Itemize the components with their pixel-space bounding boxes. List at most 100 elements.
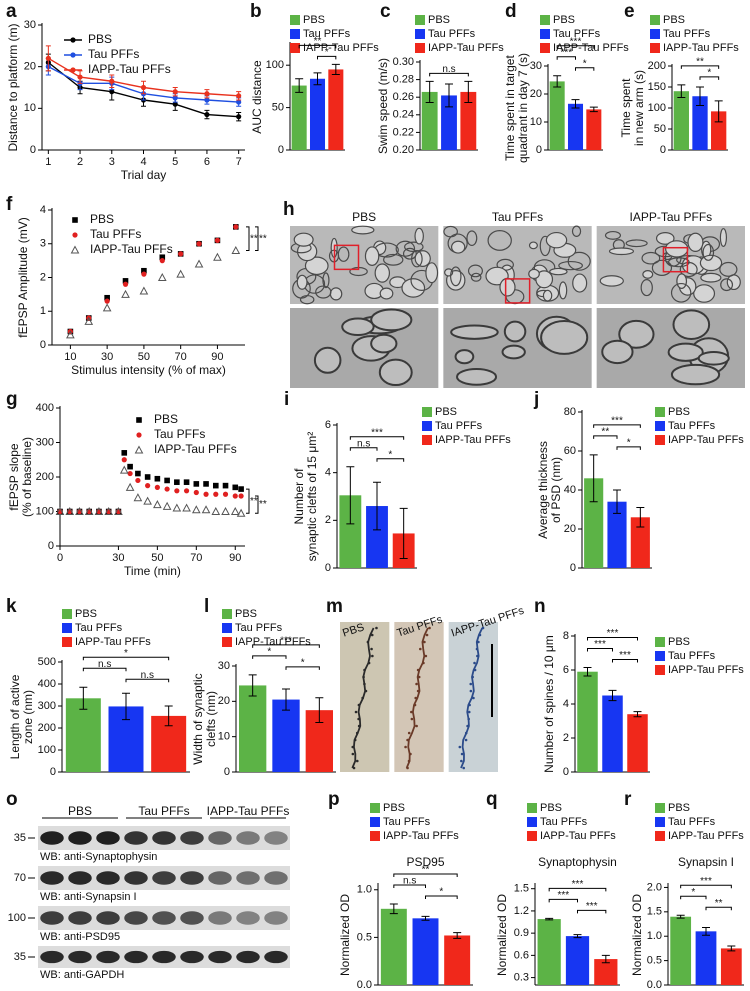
significance-label: *** — [619, 650, 631, 661]
point — [204, 91, 210, 97]
legend-label: PBS — [90, 212, 114, 226]
legend-swatch — [222, 637, 232, 647]
point — [222, 491, 229, 497]
significance-label: n.s — [403, 876, 416, 887]
point — [232, 493, 238, 499]
group-label: Tau PFFs — [138, 804, 189, 818]
error-bar — [373, 481, 381, 531]
panel-letter: o — [6, 789, 18, 810]
vesicle — [401, 278, 426, 298]
legend-label: PBS — [553, 14, 575, 26]
y-axis-label: (% of baseline) — [20, 437, 34, 517]
panel-letter: m — [326, 596, 343, 617]
legend-label: PBS — [235, 608, 257, 620]
significance-label: * — [691, 887, 695, 898]
x-axis-label: Stimulus intensity (% of max) — [71, 363, 226, 377]
error-bar — [389, 903, 398, 915]
significance-bracket — [82, 667, 127, 672]
legend-swatch — [527, 831, 537, 841]
legend-swatch — [290, 29, 300, 39]
legend-label: PBS — [668, 802, 690, 814]
y-axis-label: Normalized OD — [630, 894, 644, 976]
vesicle — [676, 273, 688, 289]
y-tick-label: 1 — [40, 305, 46, 317]
significance-bracket — [593, 435, 618, 439]
vesicle — [641, 251, 661, 265]
y-tick-label: 0.28 — [393, 74, 414, 86]
point — [214, 237, 221, 243]
significance-bracket — [255, 226, 259, 251]
band — [180, 871, 204, 885]
point — [221, 506, 230, 515]
y-tick-label: 0.5 — [357, 931, 372, 943]
point — [236, 114, 242, 120]
error-bar — [464, 80, 473, 103]
point — [164, 477, 170, 484]
significance-label: * — [388, 449, 392, 460]
error-bar — [421, 915, 430, 921]
vesicle — [665, 240, 689, 258]
vesicle — [545, 231, 568, 249]
point — [75, 506, 84, 515]
bar — [711, 111, 727, 150]
significance-bracket — [298, 44, 337, 49]
legend-label: IAPP-Tau PFFs — [540, 830, 616, 842]
vesicle — [549, 267, 568, 276]
y-tick-label: 6 — [325, 419, 331, 431]
point — [84, 506, 94, 515]
error-bar — [601, 954, 610, 964]
vesicle — [642, 269, 654, 279]
x-tick-label: 5 — [172, 156, 178, 168]
legend-swatch — [62, 637, 72, 647]
y-axis-label: in new arm (s) — [632, 70, 646, 146]
spine — [424, 654, 428, 658]
legend-marker — [134, 445, 144, 454]
point — [143, 496, 152, 505]
band — [68, 950, 92, 964]
legend-swatch — [527, 803, 537, 813]
legend-label: IAPP-Tau PFFs — [88, 62, 171, 76]
bar — [239, 685, 267, 772]
legend-label: PBS — [75, 608, 97, 620]
vesicle — [383, 253, 404, 266]
legend-marker — [136, 417, 142, 423]
y-tick-label: 0 — [30, 144, 36, 156]
y-axis-label: synaptic clefts of 15 μm² — [305, 432, 319, 562]
y-axis-label: Length of active — [8, 674, 22, 759]
point — [141, 267, 147, 274]
y-tick-label: 6 — [563, 664, 569, 676]
size-marker: 35 — [14, 951, 26, 963]
significance-bracket — [246, 226, 250, 251]
band — [68, 911, 92, 925]
y-tick-label: 0.3 — [514, 971, 529, 983]
vesicle — [535, 270, 554, 289]
significance-bracket — [429, 72, 469, 77]
spine — [464, 738, 468, 742]
significance-label: ** — [259, 233, 267, 244]
x-axis-label: Trial day — [121, 168, 167, 182]
panel-letter: h — [283, 199, 295, 220]
dendrite-image — [394, 622, 444, 772]
point — [178, 251, 184, 257]
vesicle — [451, 240, 466, 254]
point — [104, 298, 110, 304]
vesicle — [315, 285, 332, 299]
point — [159, 254, 166, 261]
vesicle — [699, 254, 723, 272]
point — [135, 477, 141, 484]
vesicle — [450, 266, 462, 287]
legend-swatch — [370, 817, 380, 827]
panel-letter: j — [533, 389, 539, 410]
significance-bracket — [425, 895, 458, 900]
vesicle — [443, 225, 458, 238]
x-tick-label: 7 — [236, 156, 242, 168]
significance-label: * — [583, 58, 587, 69]
spine — [419, 647, 422, 651]
band — [68, 831, 92, 845]
vesicle — [542, 289, 553, 302]
point — [104, 506, 114, 515]
bar — [602, 695, 623, 772]
band — [264, 871, 288, 885]
vesicle — [567, 251, 591, 271]
